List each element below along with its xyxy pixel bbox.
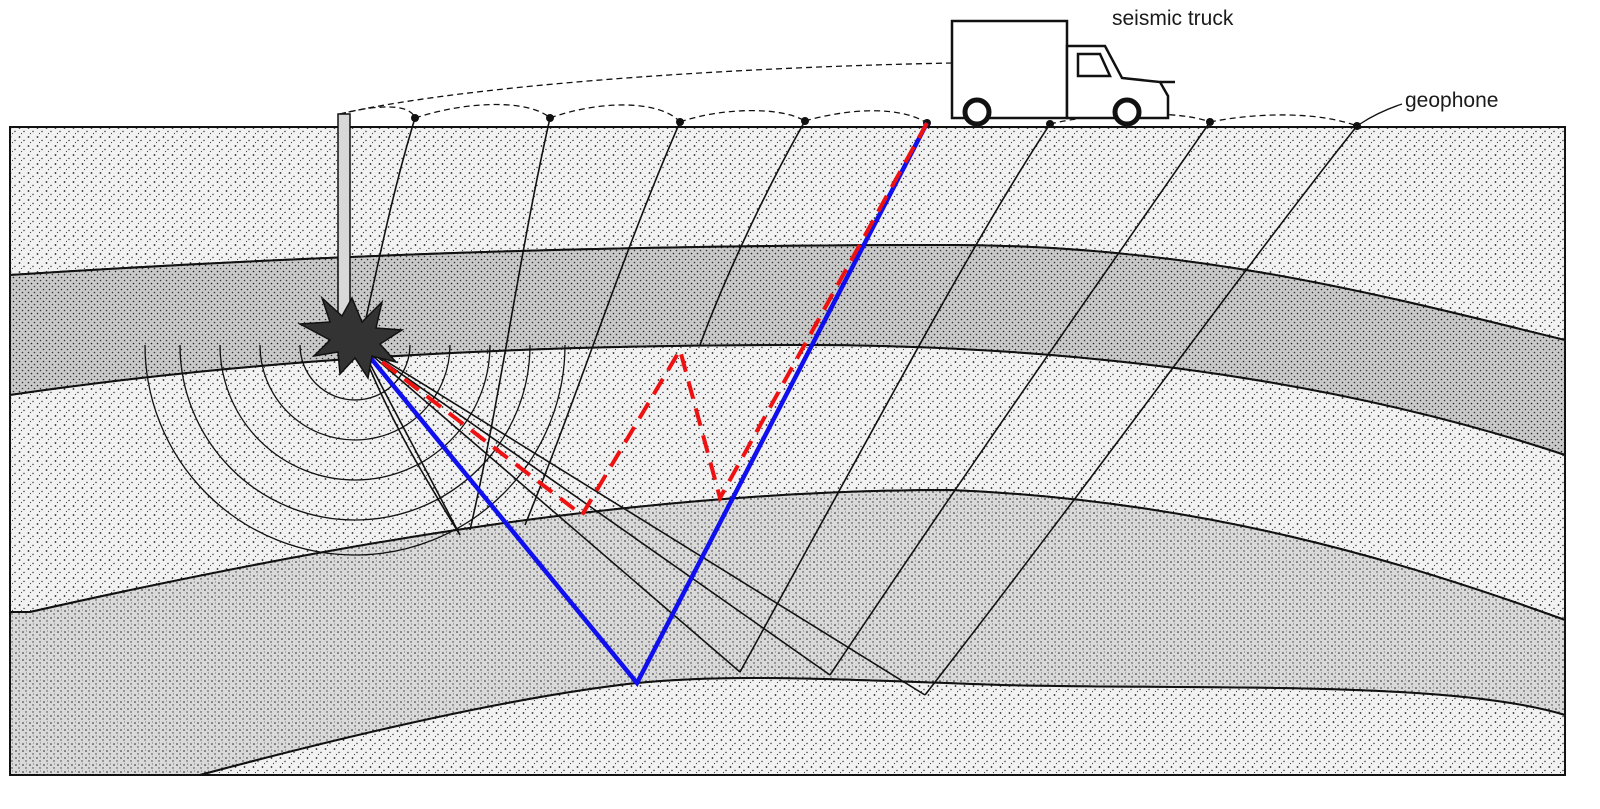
primary-reflection-ray xyxy=(358,121,929,688)
geophone-cable xyxy=(339,62,1358,127)
explosion-icon xyxy=(297,295,405,380)
geophone-leader-line xyxy=(1359,103,1403,125)
seismic-truck-label: seismic truck xyxy=(1112,7,1234,30)
seismic-truck-icon xyxy=(950,19,1175,127)
multiple-reflection-ray xyxy=(358,122,929,518)
wavefronts xyxy=(144,344,566,556)
ray-paths xyxy=(359,117,1358,696)
geophone-label: geophone xyxy=(1405,89,1499,112)
layer-bottom-anticline xyxy=(199,676,1566,776)
